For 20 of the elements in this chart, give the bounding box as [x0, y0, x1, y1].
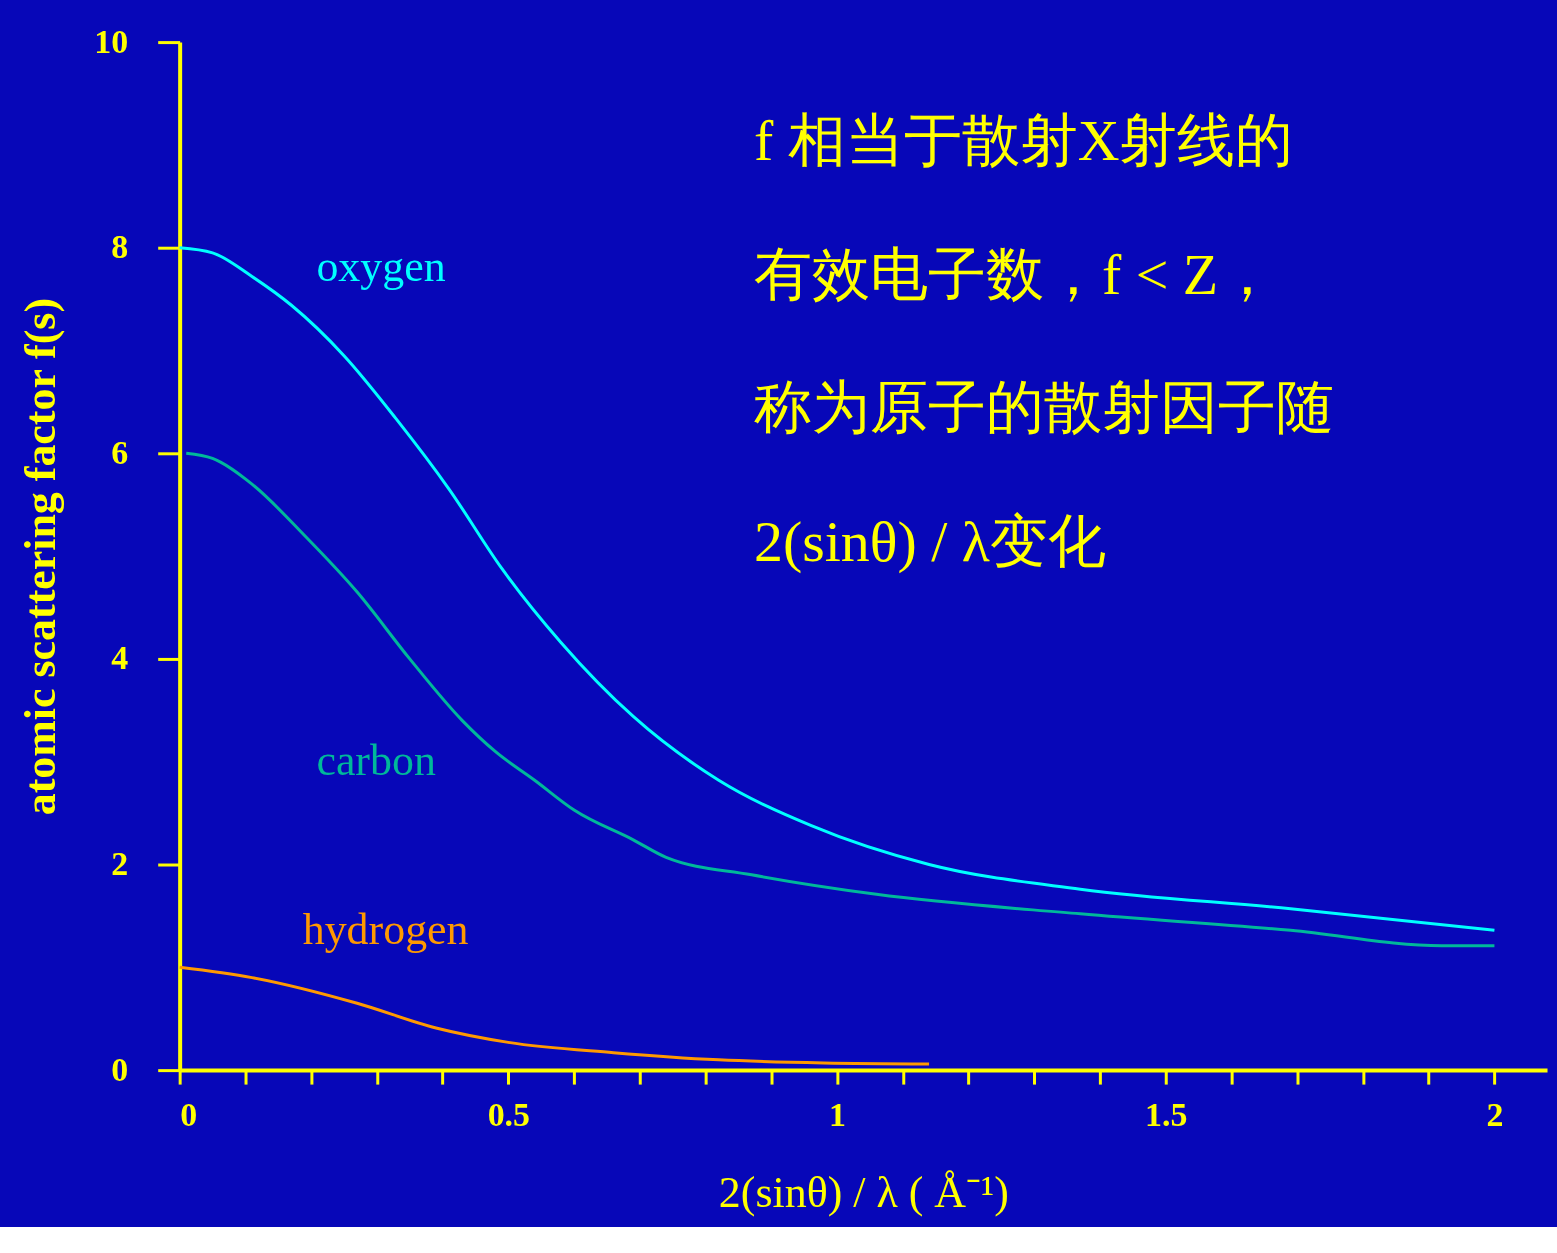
y-tick-label: 2	[111, 845, 129, 882]
x-tick-label: 1	[829, 1095, 847, 1133]
annotation: 2(sinθ) / λ变化	[753, 508, 1106, 574]
x-tick-label: 0.5	[487, 1095, 531, 1133]
x-tick-label: 1.5	[1145, 1095, 1188, 1133]
x-tick-label: 0	[180, 1095, 198, 1133]
annotation: 有效电子数，f < Z，	[753, 241, 1277, 307]
x-axis-title: 2(sinθ) / λ ( Å⁻¹)	[718, 1168, 1009, 1218]
series-label: carbon	[316, 735, 436, 784]
y-tick-label: 6	[111, 433, 129, 471]
annotation: 称为原子的散射因子随	[753, 375, 1334, 441]
series-label: oxygen	[316, 242, 446, 291]
annotation: f 相当于散射X射线的	[753, 107, 1294, 173]
y-tick-label: 0	[111, 1050, 129, 1088]
y-axis-title: atomic scattering factor f(s)	[16, 297, 66, 816]
y-tick-label: 10	[94, 22, 129, 60]
series-label: hydrogen	[302, 905, 469, 954]
y-tick-label: 4	[111, 639, 129, 677]
y-tick-label: 8	[111, 228, 129, 266]
x-tick-label: 2	[1486, 1095, 1504, 1133]
